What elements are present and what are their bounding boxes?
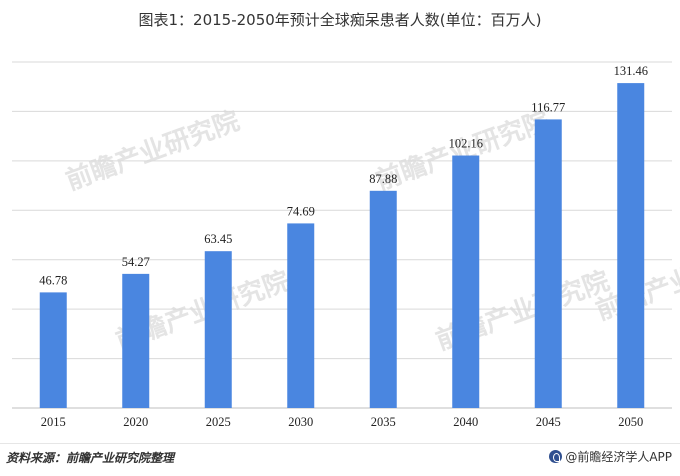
x-tick-2050: 2050 [618, 415, 643, 429]
x-tick-2020: 2020 [123, 415, 148, 429]
x-tick-2025: 2025 [206, 415, 231, 429]
value-label-2035: 87.88 [369, 172, 397, 186]
value-label-2045: 116.77 [531, 100, 565, 114]
bar-2045 [534, 119, 562, 408]
footer-divider [0, 443, 680, 444]
gridlines [12, 61, 672, 409]
brand-logo-icon [549, 450, 563, 463]
value-label-2015: 46.78 [39, 273, 67, 287]
value-labels: 46.78 54.27 63.45 74.69 87.88 102.16 116.77 131… [39, 64, 648, 287]
bar-chart: 前瞻产业研究院前瞻产业研究院前瞻产业研究院前瞻产业研究院前瞻产业研究院 46.7… [12, 61, 680, 429]
bar-2050 [617, 83, 645, 408]
value-label-2040: 102.16 [449, 137, 483, 151]
brand-text: @前瞻经济学人APP [565, 450, 672, 464]
x-tick-2040: 2040 [453, 415, 478, 429]
bar-2020 [122, 273, 150, 408]
watermark-text: 前瞻产业研究院 [62, 105, 244, 196]
value-label-2030: 74.69 [287, 204, 315, 218]
bar-2030 [287, 223, 315, 408]
bars [39, 83, 645, 408]
bar-2035 [369, 190, 397, 408]
bar-2040 [452, 155, 480, 408]
value-label-2050: 131.46 [614, 64, 648, 78]
value-label-2025: 63.45 [204, 232, 232, 246]
x-tick-2045: 2045 [536, 415, 561, 429]
brand-credit: @前瞻经济学人APP [549, 448, 672, 465]
value-label-2020: 54.27 [122, 255, 150, 269]
source-note: 资料来源：前瞻产业研究院整理 [6, 451, 175, 465]
x-tick-2035: 2035 [371, 415, 396, 429]
chart-title: 图表1：2015-2050年预计全球痴呆患者人数(单位：百万人) [138, 11, 542, 29]
x-tick-labels: 2015 2020 2025 2030 2035 2040 2045 2050 [41, 415, 644, 429]
bar-2015 [39, 292, 67, 408]
bar-2025 [204, 251, 232, 408]
x-tick-2030: 2030 [288, 415, 313, 429]
x-tick-2015: 2015 [41, 415, 66, 429]
